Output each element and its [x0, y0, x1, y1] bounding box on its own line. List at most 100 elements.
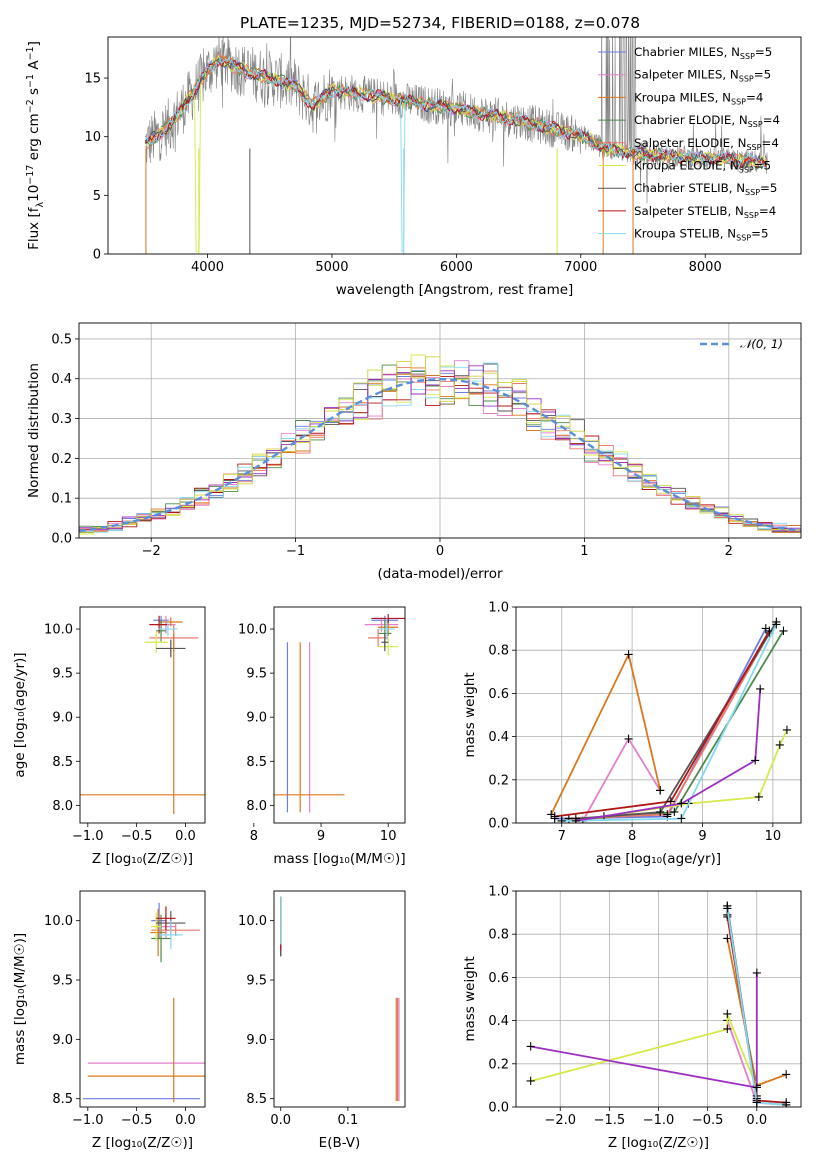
y-tick-label: 8.0: [52, 799, 73, 814]
y-tick-label: 0.4: [488, 1014, 509, 1029]
y-axis-label-part: −1: [25, 74, 36, 88]
y-axis-label-part: −1: [25, 46, 36, 60]
y-tick-label: 0.2: [51, 452, 72, 467]
y-axis-label: age [log₁₀(age/yr)]: [12, 652, 28, 777]
weight-line: [561, 623, 778, 822]
y-tick-label: 9.5: [52, 667, 73, 682]
x-tick-label: 2: [725, 544, 733, 559]
model-spectrum: [145, 56, 767, 253]
x-tick-label: −0.5: [121, 829, 153, 844]
weight-marker: +: [570, 812, 581, 827]
axes-frame: [79, 890, 206, 1108]
y-axis-label: mass weight: [462, 956, 478, 1041]
y-tick-label: 10.0: [238, 914, 267, 929]
y-tick-label: 5: [93, 189, 101, 204]
legend-tail: =5: [751, 227, 768, 241]
y-axis-label-part: s: [26, 88, 42, 99]
y-tick-label: 0.8: [488, 644, 509, 659]
x-tick-label: 0.0: [175, 829, 196, 844]
legend-name: Chabrier MILES, N: [634, 45, 740, 59]
legend-entry: Chabrier ELODIE, NSSP=4: [634, 113, 780, 129]
x-tick-label: 0: [436, 544, 444, 559]
weight-marker: +: [722, 899, 733, 914]
y-tick-label: 0.8: [488, 928, 509, 943]
y-axis-label-part: λ: [35, 202, 46, 208]
y-tick-label: 9.5: [246, 974, 267, 989]
y-axis-label: mass weight: [462, 672, 478, 757]
legend-name: Salpeter MILES, N: [634, 68, 739, 82]
y-tick-label: 0.2: [488, 773, 509, 788]
legend-sub: SSP: [745, 188, 760, 197]
y-tick-label: 0.0: [51, 532, 72, 547]
plot-area-spectrum: [144, 37, 768, 254]
legend-entry: Chabrier STELIB, NSSP=5: [634, 181, 777, 197]
weight-marker: +: [722, 901, 733, 916]
y-tick-label: 1.0: [488, 601, 509, 616]
weight-marker: +: [755, 682, 766, 697]
weight-marker: +: [781, 1098, 792, 1113]
weight-marker: +: [722, 908, 733, 923]
x-tick-label: −1: [286, 544, 305, 559]
legend-name: Kroupa MILES, N: [634, 90, 731, 104]
weight-marker: +: [781, 723, 792, 738]
legend-sub: SSP: [731, 97, 746, 106]
y-tick-label: 8.5: [246, 1092, 267, 1107]
legend-name: Chabrier ELODIE, N: [634, 113, 748, 127]
weight-marker: +: [750, 753, 761, 768]
legend-tail: =4: [759, 204, 776, 218]
legend-entry: Chabrier MILES, NSSP=5: [634, 45, 772, 61]
weight-marker: +: [781, 1096, 792, 1111]
weight-marker: +: [570, 814, 581, 829]
y-axis-label-part: −2: [25, 99, 36, 113]
plot-area-weight_vs_age: + ++++++++++++ ++++ ++++ ++++++ ++++++: [516, 607, 801, 829]
weight-marker: +: [760, 622, 771, 637]
y-tick-label: 8.0: [246, 799, 267, 814]
weight-marker: +: [549, 812, 560, 827]
y-tick-label: 0.0: [488, 817, 509, 832]
plot-area-mass_vs_ebv: [280, 896, 400, 1102]
y-axis-label: Flux [fλ10−17 erg cm−2 s−1 A−1]: [25, 41, 46, 250]
x-tick-label: −1.0: [72, 829, 104, 844]
weight-marker: +: [546, 807, 557, 822]
x-tick-label: 9: [317, 829, 325, 844]
weight-marker: +: [525, 1074, 536, 1089]
y-tick-label: 0.4: [51, 372, 72, 387]
x-axis-label: Z [log₁₀(Z/Z☉)]: [92, 1135, 193, 1151]
weight-marker: +: [669, 805, 680, 820]
legend-tail: =5: [754, 159, 771, 173]
legend-tail: =4: [761, 136, 778, 150]
panel-mass_vs_Z: −1.0 −0.5 0.0 8.5 9.0 9.5 10.0 Z [log₁₀(Z/Z☉)] m…: [12, 890, 206, 1151]
y-tick-label: 10: [84, 130, 101, 145]
x-tick-label: 8: [250, 829, 258, 844]
gaussian-curve: [79, 378, 801, 533]
y-axis-label: mass [log₁₀(M/M☉)]: [12, 933, 28, 1065]
x-tick-label: 4000: [191, 260, 224, 275]
weight-marker: +: [662, 807, 673, 822]
x-tick-label: 10: [380, 829, 397, 844]
y-tick-label: 8.5: [246, 755, 267, 770]
weight-marker: +: [655, 805, 666, 820]
legend-name: Chabrier STELIB, N: [634, 181, 745, 195]
legend-entry: 𝒩(0, 1): [740, 337, 783, 351]
axes-frame: [515, 890, 802, 1108]
weight-marker: +: [771, 617, 782, 632]
x-axis-label: E(B-V): [319, 1135, 361, 1151]
x-tick-label: −1.5: [594, 1113, 626, 1128]
plot-area-age_vs_Z: [80, 615, 205, 815]
x-tick-label: −1.0: [72, 1113, 104, 1128]
x-tick-label: 0.0: [270, 1113, 291, 1128]
x-tick-label: 0.0: [746, 1113, 767, 1128]
weight-line: [582, 737, 662, 822]
y-axis-label-part: A: [26, 60, 42, 74]
panel-residuals: −2 −1 0 1 2 0.0 0.1 0.2 0.3 0.4 0.5 (data-model)/er…: [26, 322, 802, 582]
legend-sub: SSP: [736, 234, 751, 243]
y-tick-label: 0: [93, 248, 101, 263]
model-spectrum: [144, 57, 767, 169]
x-tick-label: 9: [698, 829, 706, 844]
weight-line: [530, 973, 758, 1089]
legend-entry: Kroupa ELODIE, NSSP=5: [634, 159, 771, 175]
x-tick-label: −1.0: [643, 1113, 675, 1128]
plot-area-mass_vs_Z: [82, 902, 205, 1103]
